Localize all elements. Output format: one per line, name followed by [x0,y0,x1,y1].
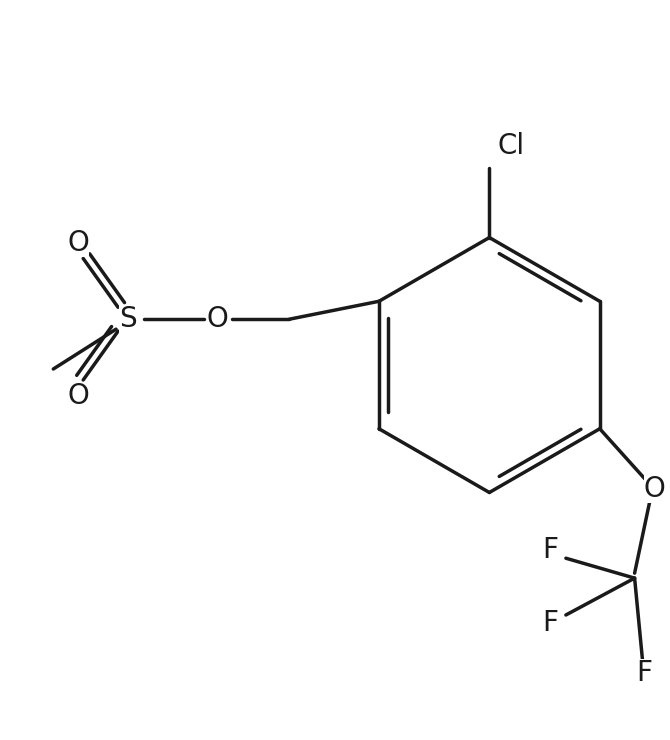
Text: S: S [119,305,137,333]
Text: F: F [542,609,558,637]
Text: F: F [636,659,653,687]
Text: O: O [68,229,89,257]
Text: F: F [542,536,558,564]
Text: O: O [644,474,665,502]
Text: O: O [207,305,228,333]
Text: Cl: Cl [497,132,525,160]
Text: O: O [68,382,89,410]
